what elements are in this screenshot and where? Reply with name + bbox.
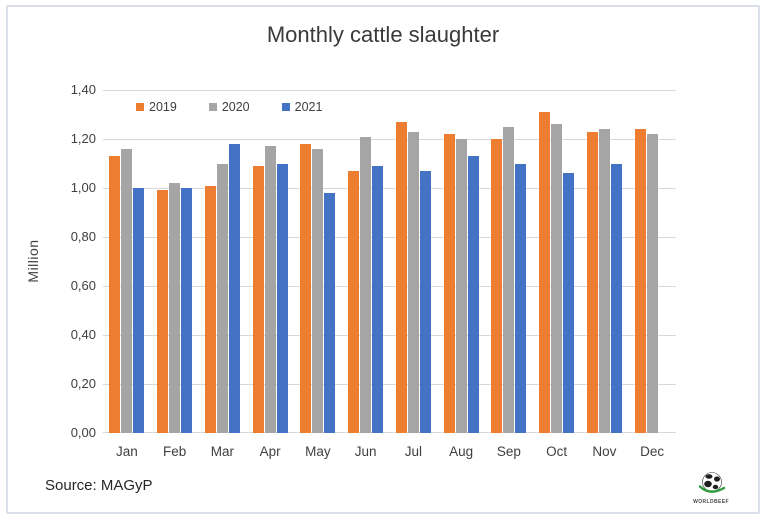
legend-label: 2019 bbox=[149, 100, 177, 114]
x-tick-label: Apr bbox=[259, 444, 281, 459]
y-tick-label: 0,00 bbox=[70, 425, 96, 440]
bar-group-jan bbox=[103, 90, 151, 433]
bar-2020-jul bbox=[407, 131, 419, 433]
bar-2019-nov bbox=[586, 131, 598, 433]
bar-2019-aug bbox=[443, 134, 455, 433]
legend-label: 2020 bbox=[221, 100, 250, 114]
bar-group-mar bbox=[199, 90, 247, 433]
gridline bbox=[103, 139, 676, 141]
y-tick-label: 0,80 bbox=[70, 229, 96, 244]
bar-2021-oct bbox=[563, 173, 575, 433]
bar-group-sep bbox=[485, 90, 533, 433]
bar-2019-sep bbox=[491, 139, 503, 433]
bar-groups bbox=[103, 90, 676, 433]
legend: 2019 2020 2021 bbox=[136, 100, 354, 114]
bar-2019-jun bbox=[348, 170, 360, 433]
gridline bbox=[103, 286, 676, 288]
y-tick-label: 0,20 bbox=[70, 376, 96, 391]
plot-area bbox=[103, 90, 676, 433]
x-tick-label: Oct bbox=[546, 444, 568, 459]
x-tick-label: Feb bbox=[162, 444, 187, 459]
bar-2020-may bbox=[312, 148, 324, 433]
legend-label: 2021 bbox=[294, 100, 323, 114]
x-tick-label: Jan bbox=[115, 444, 138, 459]
bar-2019-jan bbox=[109, 156, 121, 433]
bar-2019-oct bbox=[539, 112, 551, 433]
gridline bbox=[103, 90, 676, 91]
legend-item-2019: 2019 bbox=[136, 100, 177, 114]
gridline bbox=[103, 237, 676, 238]
bar-2021-mar bbox=[228, 143, 240, 433]
y-tick-label: 0,60 bbox=[70, 278, 96, 294]
gridline bbox=[103, 188, 676, 189]
legend-swatch-2020 bbox=[208, 103, 217, 111]
x-tick-label: May bbox=[305, 444, 331, 459]
x-tick-label: Sep bbox=[496, 444, 521, 459]
legend-swatch-2019 bbox=[136, 103, 144, 111]
bar-group-dec bbox=[628, 90, 676, 433]
bar-2020-mar bbox=[216, 163, 228, 433]
bar-2020-dec bbox=[646, 134, 658, 433]
bar-2020-jan bbox=[121, 148, 133, 433]
bar-group-feb bbox=[151, 90, 199, 433]
worldbeef-logo: WORLDBEEF bbox=[685, 471, 737, 505]
gridline bbox=[103, 432, 676, 433]
bar-group-jul bbox=[390, 90, 438, 433]
x-tick-label: Aug bbox=[449, 444, 474, 459]
bar-2020-aug bbox=[455, 139, 467, 433]
bar-2020-jun bbox=[360, 136, 372, 433]
globe-icon bbox=[698, 472, 726, 493]
bar-2020-sep bbox=[503, 126, 515, 433]
bar-2019-mar bbox=[204, 185, 216, 433]
bar-2020-feb bbox=[169, 183, 181, 433]
bar-2021-jan bbox=[133, 188, 145, 433]
bar-2020-apr bbox=[264, 146, 276, 433]
bar-2019-may bbox=[300, 143, 312, 433]
bar-2019-jul bbox=[395, 121, 407, 433]
x-tick-label: Nov bbox=[592, 444, 617, 459]
bar-group-nov bbox=[581, 90, 629, 433]
bar-2020-nov bbox=[598, 129, 610, 433]
legend-swatch-2021 bbox=[281, 103, 290, 111]
bar-2021-jun bbox=[372, 165, 384, 433]
bar-2019-feb bbox=[157, 190, 169, 433]
bar-group-oct bbox=[533, 90, 581, 433]
source-label: Source: MAGyP bbox=[45, 477, 153, 494]
x-tick-label: Mar bbox=[210, 444, 234, 459]
x-tick-label: Jul bbox=[404, 444, 422, 459]
bar-group-jun bbox=[342, 90, 390, 433]
x-tick-label: Jun bbox=[354, 444, 377, 459]
bar-2021-nov bbox=[610, 163, 622, 433]
bar-2020-oct bbox=[551, 124, 563, 433]
bar-2021-apr bbox=[276, 163, 288, 433]
x-axis-labels: Jan Feb Mar Apr May Jun Jul Aug Sep Oct Nov Dec bbox=[103, 444, 676, 459]
legend-item-2021: 2021 bbox=[281, 100, 323, 114]
y-tick-label: 1,40 bbox=[70, 82, 96, 97]
gridline bbox=[103, 384, 676, 385]
bar-group-may bbox=[294, 90, 342, 433]
y-tick-label: 1,20 bbox=[70, 131, 96, 147]
bar-2021-may bbox=[324, 192, 336, 433]
bar-2021-jul bbox=[419, 170, 431, 433]
bar-group-aug bbox=[437, 90, 485, 433]
x-tick-label: Dec bbox=[640, 444, 665, 459]
bar-2021-aug bbox=[467, 156, 479, 433]
bar-group-apr bbox=[246, 90, 294, 433]
bar-2021-feb bbox=[181, 188, 193, 433]
y-tick-label: 0,40 bbox=[70, 327, 96, 343]
logo-text: WORLDBEEF bbox=[693, 499, 729, 505]
y-tick-label: 1,00 bbox=[70, 180, 96, 195]
bar-2019-dec bbox=[634, 129, 646, 433]
bar-2021-sep bbox=[515, 163, 527, 433]
y-axis-tick-labels: 0,00 0,20 0,40 0,60 0,80 1,00 1,20 1,40 bbox=[38, 83, 96, 440]
bar-2019-apr bbox=[252, 165, 264, 433]
gridline bbox=[103, 335, 676, 337]
legend-item-2020: 2020 bbox=[208, 100, 250, 114]
chart-title: Monthly cattle slaughter bbox=[266, 22, 500, 47]
